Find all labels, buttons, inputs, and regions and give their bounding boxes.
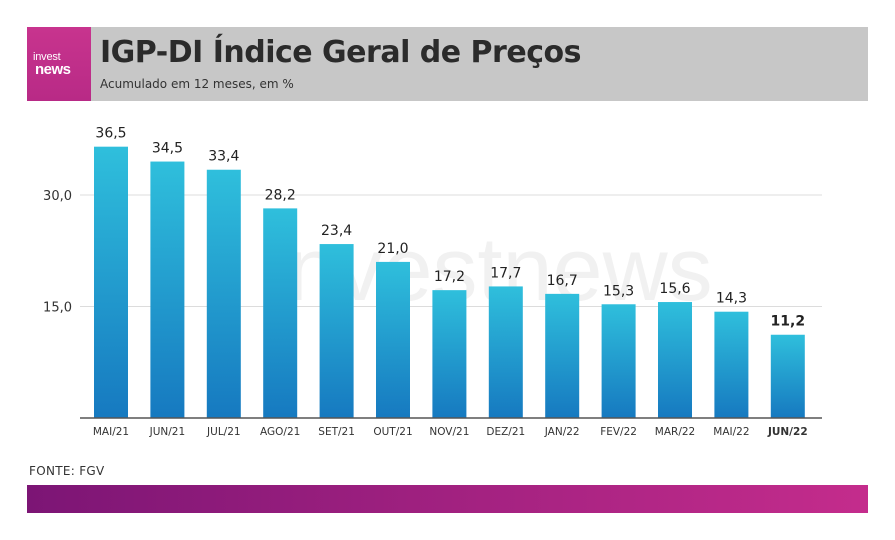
x-tick-label: SET/21 [318,426,355,438]
header-banner: invest news IGP-DI Índice Geral de Preço… [27,27,868,101]
bar-value-label: 17,2 [434,269,465,285]
x-tick-label: DEZ/21 [486,426,525,438]
bar-value-label: 21,0 [377,241,408,257]
bar-mai-22 [714,311,749,418]
x-tick-label: MAI/21 [93,426,129,438]
logo-text-bottom: news [35,61,71,78]
chart-subtitle: Acumulado em 12 meses, em % [100,77,294,91]
bar-mar-22 [658,302,692,418]
x-tick-label: AGO/21 [260,426,300,438]
footer-gradient-bar [27,485,868,513]
bars-group [94,146,805,419]
chart-title: IGP-DI Índice Geral de Preços [100,35,581,70]
y-tick-label: 15,0 [43,301,72,316]
bar-value-label: 34,5 [152,141,183,157]
investnews-logo: invest news [27,27,91,101]
bar-value-label: 16,7 [547,273,578,289]
bar-value-label: 36,5 [95,126,126,142]
x-tick-label: JUN/22 [767,426,808,438]
x-tick-label: JUL/21 [206,426,241,438]
bar-dez-21 [488,286,523,418]
y-tick-label: 30,0 [43,189,72,204]
bar-value-label: 33,4 [208,149,239,165]
bar-value-label: 17,7 [490,265,521,281]
x-tick-label: OUT/21 [373,426,412,438]
bar-mai-21 [94,146,128,418]
bar-value-label: 14,3 [716,291,747,307]
bar-nov-21 [432,290,467,418]
bar-jun-22 [770,334,805,418]
bar-out-21 [376,261,410,418]
x-tick-label: JAN/22 [544,426,580,438]
source-note: FONTE: FGV [29,464,105,478]
bar-jun-21 [150,161,185,419]
bar-value-label: 15,6 [659,281,690,297]
bar-value-label: 11,2 [771,314,806,330]
x-tick-label: MAR/22 [655,426,695,438]
x-tick-labels-group: MAI/21 JUN/21 JUL/21 AGO/21 SET/21 OUT/21 NOV/… [93,426,808,438]
bar-jul-21 [206,169,241,418]
bar-value-label: 28,2 [265,187,296,203]
bar-jan-22 [545,293,580,418]
x-tick-label: MAI/22 [713,426,749,438]
bar-value-label: 15,3 [603,283,634,299]
logo-text-top: invest [33,51,61,63]
x-tick-label: FEV/22 [600,426,637,438]
y-tick-labels-group: 15,0 30,0 [43,189,72,316]
x-tick-label: NOV/21 [429,426,469,438]
value-labels-group: 36,5 34,5 33,4 28,2 23,4 21,0 17,2 17,7 16,7 15,3… [95,126,805,330]
bar-value-label: 23,4 [321,223,352,239]
x-tick-label: JUN/21 [149,426,186,438]
bar-ago-21 [263,208,298,418]
bar-fev-22 [601,304,636,418]
bar-set-21 [319,244,354,418]
